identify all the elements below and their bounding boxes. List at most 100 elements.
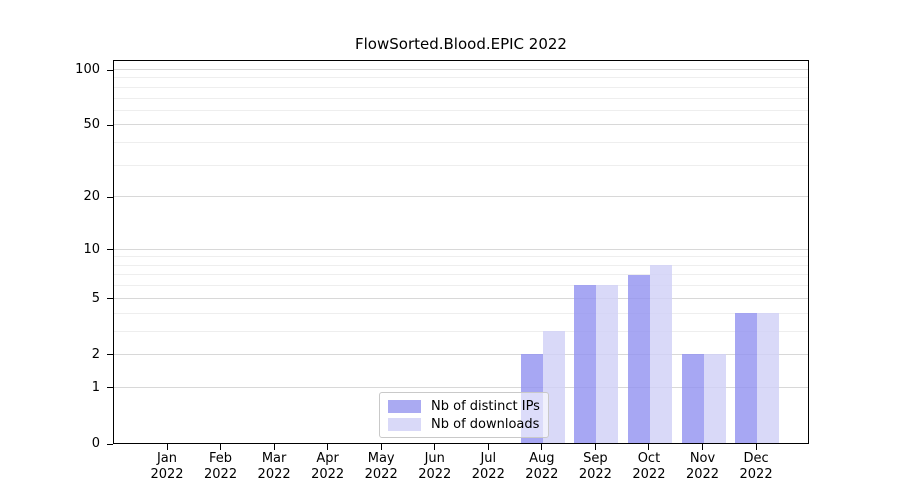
- x-tick-month: May: [367, 451, 395, 466]
- x-tick-label-aug-2022: Aug 2022: [510, 451, 574, 483]
- x-tick-year: 2022: [578, 467, 612, 482]
- x-tick-month: Apr: [316, 451, 339, 466]
- x-tick-jun: [434, 444, 436, 450]
- minor-gridline-60: [114, 109, 808, 111]
- y-tick-50: [107, 124, 113, 126]
- x-tick-year: 2022: [204, 467, 238, 482]
- minor-gridline-80: [114, 86, 808, 88]
- x-tick-month: Jan: [156, 451, 178, 466]
- x-tick-nov: [702, 444, 703, 450]
- y-tick-5: [107, 298, 113, 300]
- legend-label-nb-of-distinct-ips: Nb of distinct IPs: [431, 398, 540, 414]
- major-gridline-10: [114, 248, 808, 250]
- legend-row-nb-of-distinct-ips: Nb of distinct IPs: [388, 399, 540, 414]
- minor-gridline-3: [114, 330, 808, 332]
- x-tick-feb: [220, 444, 222, 450]
- legend-swatch-nb-of-downloads: [388, 417, 421, 431]
- x-tick-year: 2022: [471, 467, 505, 482]
- x-tick-may: [380, 444, 382, 450]
- minor-gridline-6: [114, 285, 808, 287]
- x-tick-label-jul-2022: Jul 2022: [456, 451, 520, 483]
- minor-gridline-90: [114, 77, 808, 79]
- x-tick-label-oct-2022: Oct 2022: [617, 451, 681, 483]
- x-tick-mar: [273, 444, 275, 450]
- minor-gridline-40: [114, 142, 808, 144]
- x-tick-jan: [166, 444, 168, 450]
- x-tick-month: Nov: [689, 451, 716, 466]
- x-tick-jul: [487, 444, 489, 450]
- y-tick-label-1: 1: [91, 379, 100, 395]
- x-tick-oct: [648, 444, 650, 450]
- x-tick-label-apr-2022: Apr 2022: [296, 451, 360, 483]
- bar-dec-2022-nb-of-downloads: [757, 312, 780, 443]
- minor-gridline-30: [114, 164, 808, 166]
- x-tick-sep: [594, 444, 596, 450]
- minor-gridline-4: [114, 312, 808, 314]
- x-tick-year: 2022: [685, 467, 720, 482]
- y-tick-label-50: 50: [83, 117, 100, 133]
- x-tick-year: 2022: [418, 467, 452, 482]
- major-gridline-20: [114, 196, 808, 198]
- major-gridline-100: [114, 69, 808, 70]
- bar-nov-2022-nb-of-downloads: [703, 353, 726, 443]
- legend-swatch-nb-of-distinct-ips: [388, 399, 421, 413]
- bar-sep-2022-nb-of-downloads: [596, 285, 619, 443]
- x-tick-month: Jul: [480, 451, 497, 466]
- minor-gridline-8: [114, 264, 808, 266]
- legend-label-nb-of-downloads: Nb of downloads: [431, 416, 540, 432]
- bar-oct-2022-nb-of-distinct-ips: [627, 274, 650, 443]
- y-tick-2: [107, 354, 113, 356]
- x-tick-label-nov-2022: Nov 2022: [671, 451, 735, 483]
- x-tick-year: 2022: [311, 467, 345, 482]
- y-tick-label-0: 0: [91, 436, 100, 451]
- x-tick-label-feb-2022: Feb 2022: [189, 451, 253, 483]
- legend-row-nb-of-downloads: Nb of downloads: [388, 417, 540, 432]
- x-tick-month: Aug: [529, 451, 555, 466]
- x-tick-month: Feb: [209, 451, 233, 466]
- x-tick-month: Sep: [583, 451, 608, 466]
- x-tick-label-mar-2022: Mar 2022: [242, 451, 306, 483]
- y-tick-0: [107, 443, 113, 445]
- minor-gridline-9: [114, 256, 808, 258]
- x-tick-year: 2022: [150, 467, 184, 482]
- x-tick-label-may-2022: May 2022: [349, 451, 413, 483]
- bar-nov-2022-nb-of-distinct-ips: [681, 353, 704, 443]
- bar-sep-2022-nb-of-distinct-ips: [574, 285, 597, 443]
- minor-gridline-7: [114, 274, 808, 276]
- bar-dec-2022-nb-of-distinct-ips: [735, 312, 758, 443]
- y-tick-20: [107, 196, 113, 198]
- major-gridline-2: [114, 353, 808, 355]
- x-tick-month: Jun: [424, 451, 445, 466]
- x-tick-year: 2022: [257, 467, 291, 482]
- major-gridline-50: [114, 124, 808, 126]
- y-tick-label-5: 5: [91, 290, 100, 306]
- y-tick-10: [107, 249, 113, 251]
- x-tick-label-jan-2022: Jan 2022: [135, 451, 199, 483]
- x-tick-month: Oct: [637, 451, 661, 466]
- x-tick-dec: [755, 444, 757, 450]
- bar-oct-2022-nb-of-downloads: [649, 264, 672, 443]
- chart-title: FlowSorted.Blood.EPIC 2022: [355, 35, 567, 53]
- x-tick-year: 2022: [364, 467, 398, 482]
- x-tick-label-sep-2022: Sep 2022: [563, 451, 627, 483]
- y-tick-label-20: 20: [83, 189, 100, 205]
- minor-gridline-70: [114, 97, 808, 99]
- plot-area: [113, 60, 809, 444]
- x-tick-aug: [541, 444, 543, 450]
- x-tick-apr: [327, 444, 329, 450]
- y-tick-label-100: 100: [75, 62, 100, 77]
- major-gridline-1: [114, 386, 808, 388]
- y-tick-label-2: 2: [91, 346, 100, 362]
- y-tick-100: [107, 69, 113, 71]
- legend: Nb of distinct IPs Nb of downloads: [379, 392, 549, 438]
- x-tick-year: 2022: [632, 467, 666, 482]
- x-tick-month: Mar: [261, 451, 287, 466]
- x-tick-label-dec-2022: Dec 2022: [724, 451, 788, 483]
- y-tick-label-10: 10: [83, 241, 100, 257]
- major-gridline-5: [114, 297, 808, 299]
- x-tick-month: Dec: [743, 451, 769, 466]
- x-tick-year: 2022: [739, 467, 773, 482]
- y-tick-1: [107, 387, 113, 389]
- x-tick-label-jun-2022: Jun 2022: [403, 451, 467, 483]
